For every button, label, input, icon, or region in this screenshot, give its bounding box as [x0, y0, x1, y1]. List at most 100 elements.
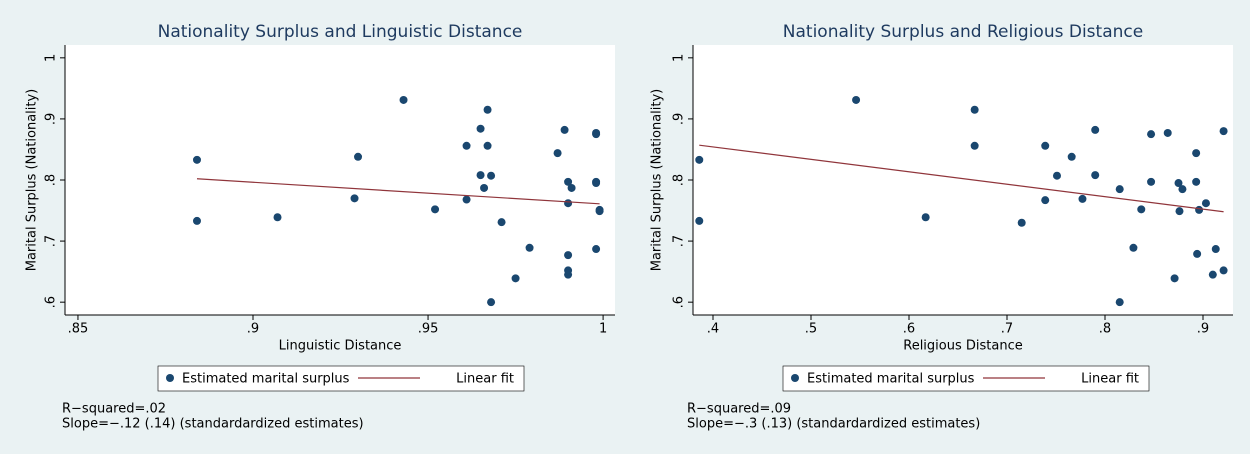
data-point — [462, 195, 471, 204]
data-point — [1052, 171, 1061, 180]
x-axis-label: Religious Distance — [903, 339, 1022, 354]
note: Slope=−.12 (.14) (standardardized estima… — [62, 417, 364, 432]
note: Slope=−.3 (.13) (standardardized estimat… — [687, 417, 980, 432]
data-point — [564, 270, 573, 279]
x-tick-label: .8 — [1099, 322, 1111, 337]
data-point — [354, 152, 363, 161]
x-axis-label: Linguistic Distance — [279, 339, 402, 354]
data-point — [1174, 179, 1183, 188]
data-point — [970, 105, 979, 114]
data-point — [1195, 205, 1204, 214]
data-point — [1219, 266, 1228, 275]
x-tick-label: .9 — [1197, 322, 1209, 337]
y-tick-label: .9 — [44, 113, 59, 125]
data-point — [592, 179, 601, 188]
data-point — [192, 155, 201, 164]
data-point — [921, 213, 930, 222]
data-point — [431, 205, 440, 214]
data-point — [1193, 249, 1202, 258]
data-point — [1201, 199, 1210, 208]
fit-line — [196, 178, 600, 205]
plot-area — [65, 45, 615, 315]
data-point — [487, 298, 496, 307]
data-point — [1041, 196, 1050, 205]
data-point — [1163, 128, 1172, 137]
data-point — [525, 243, 534, 252]
data-point — [1208, 270, 1217, 279]
data-point — [1178, 185, 1187, 194]
data-point — [695, 155, 704, 164]
data-point — [1175, 207, 1184, 216]
legend-label: Linear fit — [456, 372, 514, 387]
y-axis-label: Marital Surplus (Nationality) — [650, 89, 665, 272]
legend-box — [782, 365, 1150, 392]
data-point — [476, 171, 485, 180]
data-point — [1115, 185, 1124, 194]
y-tick-label: .8 — [44, 174, 59, 186]
data-point — [564, 199, 573, 208]
data-point — [1211, 245, 1220, 254]
x-tick-label: .4 — [707, 322, 719, 337]
data-point — [1078, 194, 1087, 203]
x-tick-label: .5 — [805, 322, 817, 337]
data-point — [192, 216, 201, 225]
legend-label: Estimated marital surplus — [807, 372, 975, 387]
data-point — [1192, 177, 1201, 186]
chart-title: Nationality Surplus and Religious Distan… — [783, 22, 1143, 42]
data-point — [1041, 141, 1050, 150]
x-tick-label: 1 — [599, 322, 607, 337]
data-point — [567, 183, 576, 192]
data-point — [1170, 274, 1179, 283]
data-point — [1067, 152, 1076, 161]
y-tick-label: .6 — [672, 296, 687, 308]
data-point — [595, 207, 604, 216]
data-point — [592, 130, 601, 139]
x-tick-label: .7 — [1001, 322, 1013, 337]
legend-box — [157, 365, 525, 392]
legend-label: Estimated marital surplus — [182, 372, 350, 387]
data-point — [1192, 149, 1201, 158]
data-point — [970, 141, 979, 150]
data-point — [273, 213, 282, 222]
y-tick-label: 1 — [44, 54, 59, 62]
chart-title: Nationality Surplus and Linguistic Dista… — [158, 22, 523, 42]
legend-marker — [791, 374, 799, 382]
data-point — [592, 245, 601, 254]
y-tick-label: 1 — [672, 54, 687, 62]
y-axis-label: Marital Surplus (Nationality) — [25, 89, 40, 272]
data-point — [399, 95, 408, 104]
plot-area — [693, 45, 1233, 315]
x-tick-label: .85 — [68, 322, 89, 337]
data-point — [1017, 218, 1026, 227]
data-point — [564, 177, 573, 186]
data-point — [1147, 130, 1156, 139]
y-tick-label: .9 — [672, 113, 687, 125]
data-point — [487, 171, 496, 180]
x-tick-label: .9 — [247, 322, 259, 337]
fit-line — [699, 144, 1224, 213]
data-point — [1091, 171, 1100, 180]
data-point — [695, 216, 704, 225]
legend-label: Linear fit — [1081, 372, 1139, 387]
data-point — [852, 95, 861, 104]
data-point — [462, 141, 471, 150]
data-point — [1115, 298, 1124, 307]
legend-marker — [166, 374, 174, 382]
data-point — [553, 149, 562, 158]
data-point — [1129, 243, 1138, 252]
data-point — [1219, 127, 1228, 136]
note: R−squared=.02 — [62, 402, 166, 417]
data-point — [483, 141, 492, 150]
data-point — [1147, 177, 1156, 186]
data-point — [511, 274, 520, 283]
data-point — [480, 183, 489, 192]
data-point — [1091, 125, 1100, 134]
data-point — [497, 218, 506, 227]
x-tick-label: .95 — [418, 322, 439, 337]
y-tick-label: .7 — [44, 235, 59, 247]
data-point — [1137, 205, 1146, 214]
data-point — [560, 125, 569, 134]
data-point — [350, 194, 359, 203]
x-tick-label: .6 — [903, 322, 915, 337]
